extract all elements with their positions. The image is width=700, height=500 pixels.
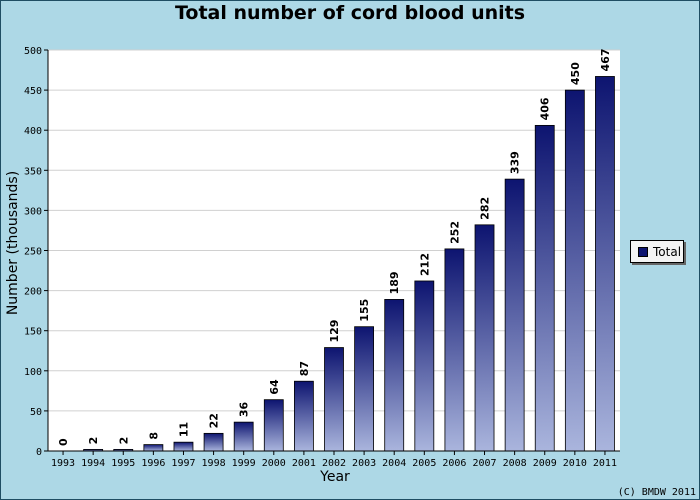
x-tick-label: 2011 [593, 458, 617, 469]
bar-1998 [203, 432, 224, 452]
y-tick-label: 50 [30, 407, 42, 418]
bar-2002 [324, 347, 344, 452]
x-tick-label: 1998 [202, 458, 226, 469]
data-label-2003: 155 [358, 299, 371, 322]
bar-2003 [354, 326, 375, 452]
data-label-2004: 189 [388, 271, 401, 294]
y-tick-label: 0 [36, 447, 42, 458]
chart-title: Total number of cord blood units [174, 2, 526, 24]
x-tick-label: 2003 [352, 458, 376, 469]
data-label-1999: 36 [238, 401, 251, 417]
bar-1999 [233, 421, 254, 452]
y-axis-label: Number (thousands) [5, 171, 21, 315]
x-tick-label: 1999 [232, 458, 256, 469]
bar-2000 [263, 399, 284, 452]
legend-label-total: Total [653, 244, 682, 259]
x-tick-label: 1993 [51, 458, 75, 469]
x-tick-label: 1997 [171, 458, 195, 469]
bar-1997 [173, 441, 194, 452]
bar-2001 [293, 380, 314, 452]
data-label-1993: 0 [57, 438, 70, 446]
bar-2011 [595, 76, 615, 452]
bar-2010 [564, 89, 585, 452]
y-tick-label: 350 [24, 166, 42, 177]
data-label-1994: 2 [87, 437, 100, 445]
data-label-2001: 87 [298, 361, 311, 376]
bar-2008 [504, 178, 525, 452]
x-tick-label: 2000 [262, 458, 286, 469]
data-label-1995: 2 [117, 437, 130, 445]
x-tick-label: 2006 [442, 458, 466, 469]
data-label-2006: 252 [448, 221, 461, 244]
x-tick-label: 2007 [472, 458, 496, 469]
y-tick-label: 400 [24, 126, 42, 137]
y-tick-label: 200 [24, 287, 42, 298]
bar-2009 [534, 124, 555, 452]
x-tick-label: 2009 [533, 458, 557, 469]
x-tick-label: 2002 [322, 458, 346, 469]
x-tick-label: 2005 [412, 458, 436, 469]
bar-2005 [414, 280, 435, 452]
data-label-2005: 212 [418, 253, 431, 276]
x-tick-label: 1994 [81, 458, 105, 469]
y-tick-label: 450 [24, 86, 42, 97]
x-tick-label: 1995 [111, 458, 135, 469]
data-label-1996: 8 [147, 432, 160, 440]
data-label-2007: 282 [479, 197, 492, 220]
y-tick-label: 300 [24, 206, 42, 217]
legend: Total [630, 240, 684, 263]
bar-2004 [384, 299, 405, 452]
bar-2007 [474, 224, 495, 452]
data-label-2000: 64 [268, 379, 281, 395]
legend-swatch-total [638, 246, 648, 257]
data-label-2009: 406 [539, 97, 552, 120]
y-tick-label: 250 [24, 247, 42, 258]
bar-2006 [444, 248, 465, 452]
bar-1996 [143, 444, 164, 452]
data-label-2008: 339 [509, 151, 522, 174]
data-label-2011: 467 [599, 48, 612, 71]
y-tick-label: 150 [24, 327, 42, 338]
x-axis-label: Year [319, 469, 350, 485]
x-tick-label: 1996 [141, 458, 165, 469]
y-tick-label: 500 [24, 46, 42, 57]
x-tick-label: 2008 [503, 458, 527, 469]
data-label-2010: 450 [569, 62, 582, 85]
data-label-1998: 22 [208, 413, 221, 428]
x-tick-label: 2001 [292, 458, 316, 469]
credit-text: (C) BMDW 2011 [617, 487, 696, 498]
y-tick-label: 100 [24, 367, 42, 378]
data-label-2002: 129 [328, 320, 341, 343]
data-label-1997: 11 [177, 422, 190, 437]
x-tick-label: 2004 [382, 458, 406, 469]
x-tick-label: 2010 [563, 458, 587, 469]
